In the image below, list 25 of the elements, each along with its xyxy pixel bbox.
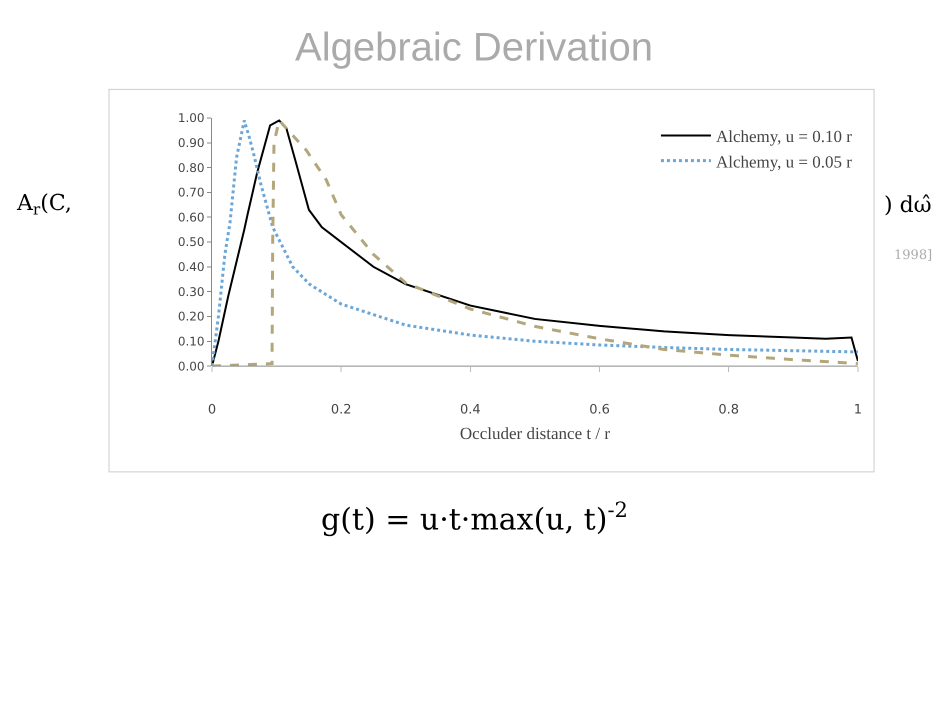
legend-label: Alchemy, u = 0.05 r <box>716 152 852 172</box>
text: g(t) = u·t·max(u, t)$^{-2}$ <box>321 498 628 538</box>
y-tick-label: 0.50 <box>178 235 205 250</box>
y-tick-label: 0.00 <box>178 359 205 374</box>
x-tick-label: 0.2 <box>330 402 352 418</box>
y-tick-label: 0.10 <box>178 334 205 348</box>
x-tick-label: 0 <box>208 402 216 418</box>
y-tick-label: 0.90 <box>178 136 205 150</box>
text: A$_{r}$(C, <box>16 191 72 219</box>
chart-title: Algebraic Derivation <box>295 25 653 70</box>
text: ) dω̂ <box>884 193 932 218</box>
y-tick-label: 0.60 <box>178 210 205 224</box>
y-tick-label: 0.80 <box>178 160 205 175</box>
y-tick-label: 1.00 <box>178 111 205 126</box>
x-tick-label: 0.6 <box>589 402 610 418</box>
y-tick-label: 0.40 <box>178 260 205 274</box>
y-tick-label: 0.70 <box>178 186 205 200</box>
y-tick-label: 0.20 <box>178 310 205 324</box>
x-axis-title: Occluder distance t / r <box>460 424 610 444</box>
text: 1998] <box>894 248 932 263</box>
y-tick-label: 0.30 <box>178 284 205 299</box>
x-tick-label: 0.8 <box>718 402 740 418</box>
x-tick-label: 1 <box>854 402 862 418</box>
x-tick-label: 0.4 <box>460 402 481 418</box>
legend-label: Alchemy, u = 0.10 r <box>716 127 852 146</box>
